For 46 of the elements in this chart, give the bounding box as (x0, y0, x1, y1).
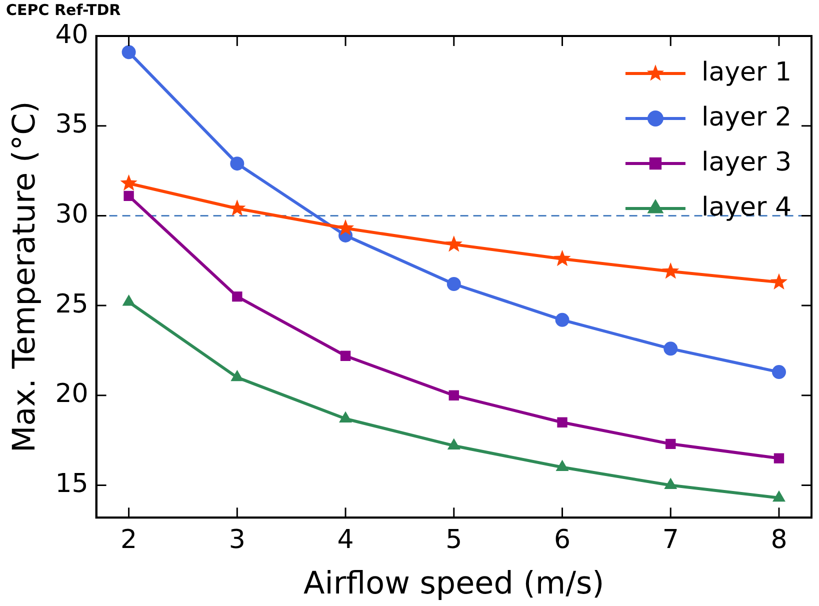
x-tick-label: 6 (554, 524, 571, 555)
point (664, 478, 677, 490)
x-tick-label: 3 (228, 524, 246, 555)
point (774, 453, 784, 464)
x-tick-label: 4 (337, 524, 354, 555)
x-tick-label: 8 (770, 524, 788, 555)
x-tick-label: 7 (662, 524, 679, 555)
point (445, 235, 462, 252)
point (232, 291, 242, 302)
point (556, 460, 568, 472)
legend-label: layer 3 (701, 147, 792, 178)
point (448, 438, 460, 450)
x-tick-label: 2 (120, 524, 138, 555)
point (666, 438, 676, 450)
point (554, 250, 571, 266)
point (340, 350, 351, 361)
y-tick-label: 15 (55, 469, 88, 500)
point (555, 312, 570, 327)
point (122, 45, 136, 60)
point (231, 370, 244, 382)
point (772, 490, 786, 502)
point (120, 174, 138, 191)
point (772, 365, 786, 380)
point (124, 190, 134, 202)
y-tick-label: 20 (55, 379, 88, 410)
point (336, 219, 354, 236)
y-tick-label: 35 (55, 110, 88, 140)
point (662, 262, 680, 279)
point (770, 273, 788, 290)
y-axis-title: Max. Temperature (°C) (6, 101, 43, 452)
y-tick-label: 30 (55, 199, 88, 230)
point (557, 417, 568, 428)
chart-title: CEPC Ref-TDR (6, 0, 122, 19)
y-tick-label: 40 (55, 20, 88, 50)
y-tick-label: 25 (55, 289, 88, 320)
legend-label: layer 4 (701, 192, 792, 222)
x-axis-title: Airflow speed (m/s) (304, 565, 604, 602)
point (448, 390, 459, 400)
legend-label: layer 2 (701, 102, 792, 132)
point (446, 276, 461, 291)
point (122, 294, 135, 306)
legend-label: layer 1 (701, 57, 792, 88)
point (230, 156, 244, 171)
point (664, 342, 678, 356)
x-tick-label: 5 (446, 524, 462, 555)
point (339, 412, 352, 423)
